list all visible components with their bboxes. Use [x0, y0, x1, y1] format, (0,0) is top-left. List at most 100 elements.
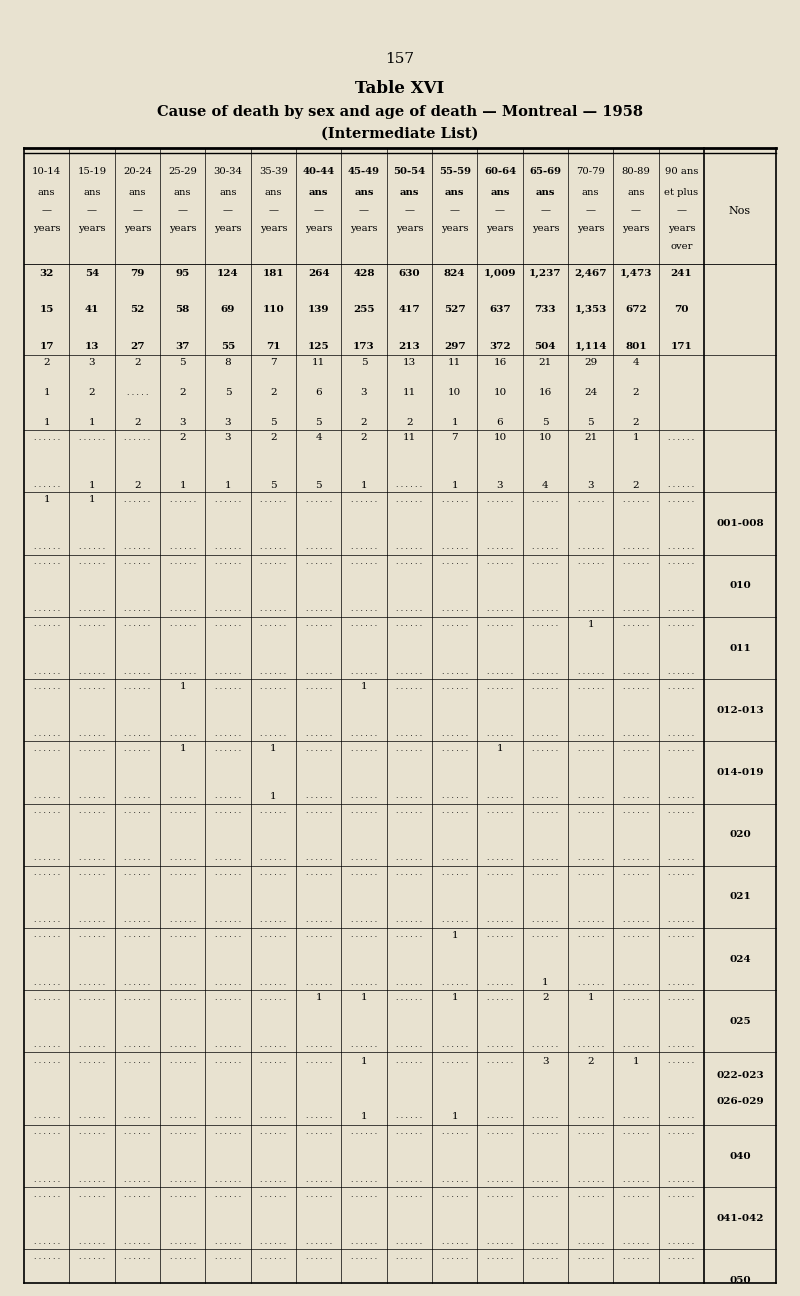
Text: . . . . . .: . . . . . .	[351, 667, 377, 675]
Text: . . . . . .: . . . . . .	[532, 1041, 558, 1048]
Text: . . . . . .: . . . . . .	[578, 543, 604, 551]
Text: . . . . . .: . . . . . .	[306, 1129, 332, 1137]
Text: ans: ans	[535, 188, 555, 197]
Text: . . . . . .: . . . . . .	[487, 807, 513, 815]
Text: . . . . . .: . . . . . .	[487, 994, 513, 1002]
Text: 124: 124	[217, 270, 239, 277]
Text: years: years	[622, 224, 650, 233]
Text: . . . . . .: . . . . . .	[351, 1238, 377, 1245]
Text: 1,473: 1,473	[620, 270, 652, 277]
Text: 2: 2	[633, 481, 639, 490]
Text: 2: 2	[179, 433, 186, 442]
Text: . . . . . .: . . . . . .	[532, 1175, 558, 1183]
Text: . . . . . .: . . . . . .	[34, 807, 60, 815]
Text: 014-019: 014-019	[716, 769, 764, 776]
Text: . . . . . .: . . . . . .	[215, 792, 241, 800]
Text: . . . . . .: . . . . . .	[79, 792, 105, 800]
Text: over: over	[670, 242, 693, 251]
Text: 1: 1	[361, 1112, 367, 1121]
Text: . . . . . .: . . . . . .	[260, 1253, 286, 1261]
Text: . . . . . .: . . . . . .	[170, 1112, 196, 1120]
Text: . . . . . .: . . . . . .	[351, 916, 377, 924]
Text: . . . . . .: . . . . . .	[668, 559, 694, 566]
Text: . . . . . .: . . . . . .	[396, 854, 422, 862]
Text: . . . . . .: . . . . . .	[34, 854, 60, 862]
Text: ans: ans	[309, 188, 329, 197]
Text: . . . . . .: . . . . . .	[260, 978, 286, 986]
Text: . . . . . .: . . . . . .	[124, 807, 150, 815]
Text: ans: ans	[490, 188, 510, 197]
Text: —: —	[178, 206, 188, 215]
Text: years: years	[395, 224, 423, 233]
Text: . . . . . .: . . . . . .	[306, 932, 332, 940]
Text: . . . . . .: . . . . . .	[487, 1253, 513, 1261]
Text: . . . . . .: . . . . . .	[170, 667, 196, 675]
Text: . . . . . .: . . . . . .	[623, 730, 649, 737]
Text: 3: 3	[497, 481, 503, 490]
Text: 4: 4	[542, 481, 549, 490]
Text: . . . . . .: . . . . . .	[623, 559, 649, 566]
Text: . . . . . .: . . . . . .	[487, 605, 513, 613]
Text: . . . . . .: . . . . . .	[260, 683, 286, 691]
Text: . . . . . .: . . . . . .	[623, 1238, 649, 1245]
Text: 10: 10	[494, 389, 506, 397]
Text: 1: 1	[451, 481, 458, 490]
Text: ans: ans	[129, 188, 146, 197]
Text: . . . . . .: . . . . . .	[668, 496, 694, 504]
Text: . . . . . .: . . . . . .	[79, 434, 105, 442]
Text: . . . . . .: . . . . . .	[532, 559, 558, 566]
Text: . . . . . .: . . . . . .	[34, 1175, 60, 1183]
Text: 1: 1	[315, 993, 322, 1002]
Text: 80-89: 80-89	[622, 167, 650, 176]
Text: years: years	[33, 224, 61, 233]
Text: . . . . . .: . . . . . .	[578, 792, 604, 800]
Text: . . . . . .: . . . . . .	[396, 807, 422, 815]
Text: . . . . . .: . . . . . .	[170, 559, 196, 566]
Text: . . . . . .: . . . . . .	[170, 932, 196, 940]
Text: . . . . . .: . . . . . .	[396, 1058, 422, 1065]
Text: . . . . . .: . . . . . .	[396, 543, 422, 551]
Text: 3: 3	[179, 419, 186, 428]
Text: . . . . . .: . . . . . .	[487, 1058, 513, 1065]
Text: . . . . . .: . . . . . .	[442, 916, 468, 924]
Text: . . . . . .: . . . . . .	[623, 683, 649, 691]
Text: . . . . . .: . . . . . .	[578, 559, 604, 566]
Text: . . . . . .: . . . . . .	[34, 1191, 60, 1199]
Text: 1: 1	[225, 481, 231, 490]
Text: . . . . . .: . . . . . .	[487, 1191, 513, 1199]
Text: —: —	[586, 206, 596, 215]
Text: . . . . . .: . . . . . .	[306, 621, 332, 629]
Text: . . . . . .: . . . . . .	[351, 792, 377, 800]
Text: . . . . . .: . . . . . .	[396, 1112, 422, 1120]
Text: —: —	[223, 206, 233, 215]
Text: . . . . . .: . . . . . .	[442, 1238, 468, 1245]
Text: . . . . . .: . . . . . .	[79, 745, 105, 753]
Text: . . . . . .: . . . . . .	[396, 1191, 422, 1199]
Text: . . . . . .: . . . . . .	[79, 1253, 105, 1261]
Text: . . . . . .: . . . . . .	[215, 1041, 241, 1048]
Text: 2: 2	[633, 419, 639, 428]
Text: . . . . . .: . . . . . .	[351, 730, 377, 737]
Text: 11: 11	[402, 389, 416, 397]
Text: . . . . . .: . . . . . .	[578, 745, 604, 753]
Text: 32: 32	[39, 270, 54, 277]
Text: . . . . . .: . . . . . .	[578, 807, 604, 815]
Text: . . . . . .: . . . . . .	[215, 667, 241, 675]
Text: . . . . . .: . . . . . .	[578, 932, 604, 940]
Text: . . . . . .: . . . . . .	[487, 543, 513, 551]
Text: . . . . . .: . . . . . .	[260, 1041, 286, 1048]
Text: . . . . . .: . . . . . .	[215, 932, 241, 940]
Text: ans: ans	[83, 188, 101, 197]
Text: . . . . . .: . . . . . .	[668, 1058, 694, 1065]
Text: 30-34: 30-34	[214, 167, 242, 176]
Text: years: years	[78, 224, 106, 233]
Text: . . . . . .: . . . . . .	[124, 605, 150, 613]
Text: . . . . . .: . . . . . .	[487, 730, 513, 737]
Text: . . . . . .: . . . . . .	[215, 870, 241, 877]
Text: 2: 2	[270, 433, 277, 442]
Text: . . . . . .: . . . . . .	[306, 1058, 332, 1065]
Text: . . . . . .: . . . . . .	[34, 481, 60, 489]
Text: . . . . . .: . . . . . .	[170, 1041, 196, 1048]
Text: 2: 2	[134, 419, 141, 428]
Text: . . . . . .: . . . . . .	[260, 1191, 286, 1199]
